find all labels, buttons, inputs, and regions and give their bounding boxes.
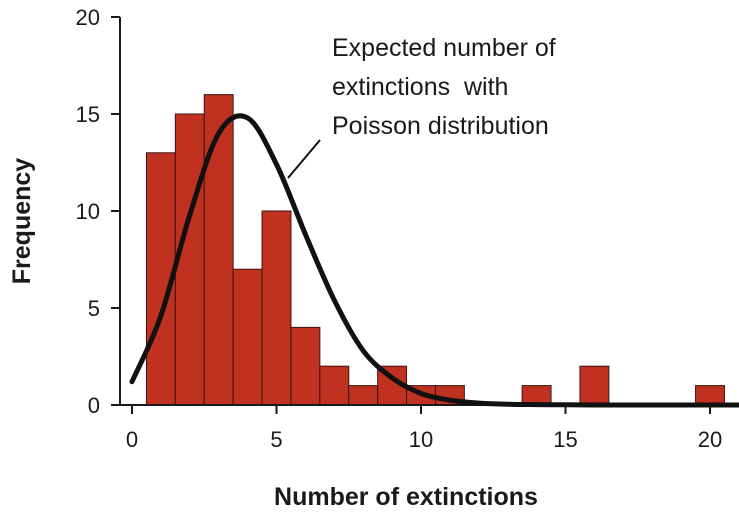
x-tick-label-5: 5	[270, 427, 282, 452]
ticks-group: 0 5 10 15 20 0 5 10 15 20	[76, 5, 723, 452]
x-axis-title: Number of extinctions	[274, 483, 538, 511]
bar-x3	[203, 94, 234, 406]
bar-x16	[579, 365, 610, 406]
x-tick-label-0: 0	[126, 427, 138, 452]
annotation-line-3: Poisson distribution	[332, 112, 549, 140]
y-tick-label-10: 10	[76, 199, 100, 224]
y-tick-label-15: 15	[76, 102, 100, 127]
annotation-line-2: extinctions with	[332, 73, 508, 101]
bar-x5	[261, 210, 292, 406]
x-tick-label-20: 20	[698, 427, 722, 452]
bar-x8	[348, 385, 379, 406]
annotation-line-1: Expected number of	[332, 34, 556, 62]
bars-group	[145, 94, 725, 406]
bar-x4	[232, 268, 263, 406]
bar-x20	[695, 385, 725, 406]
bar-x6	[290, 326, 321, 406]
y-tick-label-5: 5	[88, 296, 100, 321]
annotation-leader-line	[287, 139, 321, 179]
bar-x7	[319, 365, 350, 406]
bar-x2	[174, 113, 205, 406]
y-tick-label-0: 0	[88, 393, 100, 418]
y-axis-title: Frequency	[8, 158, 36, 285]
x-tick-label-15: 15	[553, 427, 577, 452]
poisson-curve	[129, 113, 739, 408]
y-tick-label-20: 20	[76, 5, 100, 30]
x-tick-label-10: 10	[409, 427, 433, 452]
